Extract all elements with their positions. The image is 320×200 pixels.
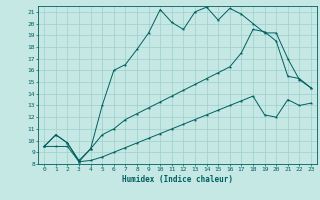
X-axis label: Humidex (Indice chaleur): Humidex (Indice chaleur) bbox=[122, 175, 233, 184]
